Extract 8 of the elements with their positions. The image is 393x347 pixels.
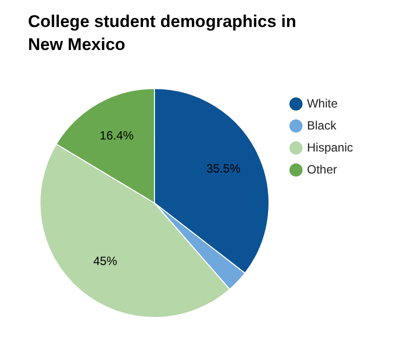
- data-label: 16.4%: [100, 128, 134, 143]
- legend-label: White: [306, 96, 338, 110]
- legend-label: Hispanic: [306, 140, 354, 154]
- legend-label: Other: [306, 162, 337, 176]
- data-label: 35.5%: [206, 162, 241, 176]
- chart-title: College student demographics in New Mexico: [28, 11, 298, 56]
- legend-label: Black: [306, 118, 338, 132]
- data-label: 45%: [93, 254, 118, 268]
